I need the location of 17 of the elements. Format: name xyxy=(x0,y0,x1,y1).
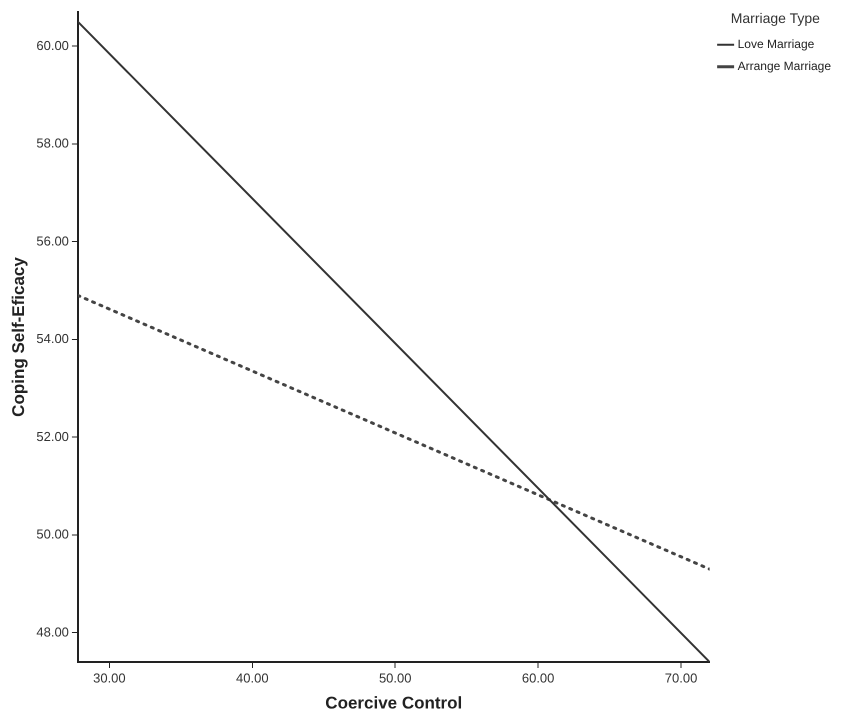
y-tick-label: 56.00 xyxy=(36,233,69,248)
y-tick-label: 58.00 xyxy=(36,136,69,151)
y-tick-label: 54.00 xyxy=(36,331,69,346)
x-axis-title: Coercive Control xyxy=(325,693,462,712)
x-tick-label: 70.00 xyxy=(664,670,698,686)
y-tick-label: 50.00 xyxy=(36,526,69,542)
x-tick-label: 50.00 xyxy=(378,670,412,686)
y-tick-label: 52.00 xyxy=(36,428,69,444)
x-tick-label: 40.00 xyxy=(236,670,269,686)
y-tick-label: 48.00 xyxy=(36,624,69,640)
legend-title: Marriage Type xyxy=(730,10,820,26)
x-tick-label: 30.00 xyxy=(93,670,126,686)
legend-label: Arrange Marriage xyxy=(738,59,832,74)
legend-label: Love Marriage xyxy=(738,37,815,52)
x-tick-label: 60.00 xyxy=(522,670,554,686)
y-axis-title: Coping Self-Eficacy xyxy=(8,256,28,417)
y-tick-label: 60.00 xyxy=(36,38,69,53)
